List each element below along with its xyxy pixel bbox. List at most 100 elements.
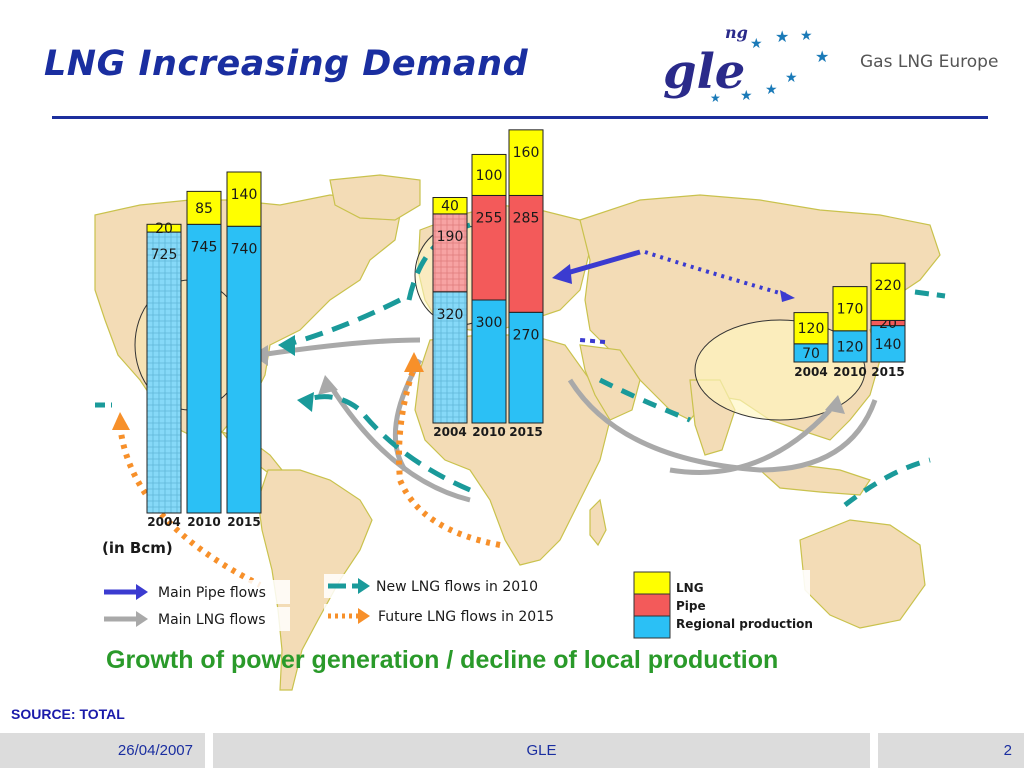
future-lng-flow-west: [117, 424, 262, 588]
future-lng-flow-west-head: [112, 412, 130, 430]
legend-future-lng-arrowhead: [358, 608, 370, 624]
svg-text:★: ★: [775, 27, 789, 46]
europe-bar-label-2010-lng: 100: [476, 168, 503, 184]
source-note: SOURCE: TOTAL: [11, 706, 125, 722]
asia-year-label-2010: 2010: [833, 365, 866, 379]
north-america-bar-2004-regional-production: [146, 231, 182, 514]
europe-bar-2004-lng: [432, 197, 468, 215]
asia-bar-label-2015-regional-production: 140: [875, 337, 902, 353]
asia-bar-label-2004-regional-production: 70: [802, 346, 820, 362]
legend-regional-swatch: [633, 615, 671, 639]
lng-flow-south-loop-head: [318, 375, 338, 395]
madagascar-landmass: [589, 498, 607, 547]
legend-regional-segment-label: Regional production: [676, 617, 813, 631]
legend-pipe-arrowhead: [136, 584, 148, 600]
legend-pipe-segment-label: Pipe: [676, 599, 706, 613]
north-america-year-label-2015: 2015: [227, 515, 260, 529]
europe-bar-2004-regional-production: [432, 291, 468, 424]
asia-bar-label-2015-lng: 220: [875, 278, 902, 294]
europe-bar-2004-pipe: [432, 213, 468, 293]
footer-date: 26/04/2007: [117, 742, 193, 759]
north-america-bar-2015-regional-production: [226, 225, 262, 514]
europe-bar-2010-lng: [471, 153, 507, 196]
europe-bar-label-2010-regional-production: 300: [476, 315, 503, 331]
europe-bar-label-2004-pipe: 190: [437, 229, 464, 245]
svg-text:★: ★: [800, 28, 813, 44]
legend-new-lng-arrowhead: [358, 578, 370, 594]
pipe-flow-asia-arrowhead: [780, 290, 795, 302]
svg-text:★: ★: [750, 36, 763, 52]
footer-date-cell: 26/04/2007: [0, 733, 205, 768]
europe-bar-label-2004-lng: 40: [441, 199, 459, 215]
svg-text:★: ★: [740, 88, 753, 104]
europe-bar-label-2004-regional-production: 320: [437, 307, 464, 323]
south-america-landmass: [257, 469, 373, 691]
slide-title: LNG Increasing Demand: [44, 44, 529, 84]
north-america-bar-label-2010-regional-production: 745: [191, 239, 218, 255]
lng-flow-asia-head: [825, 395, 845, 414]
asia-bar-label-2010-lng: 170: [837, 302, 864, 318]
legend-lng-segment-label: LNG: [676, 581, 704, 595]
segment-legend: LNG Pipe Regional production: [632, 570, 813, 639]
north-america-bar-2010-lng: [186, 190, 222, 225]
footer: 26/04/2007 GLE 2: [0, 733, 1024, 768]
pipe-flow-russia-europe: [559, 249, 641, 278]
greenland-landmass: [329, 174, 421, 221]
asia-bar-label-2004-lng: 120: [798, 321, 825, 337]
legend-lng-arrowhead: [136, 611, 148, 627]
north-america-bar-2015-lng: [226, 171, 262, 227]
asia-bar-2004-lng: [793, 312, 829, 345]
europe-bar-2015-pipe: [508, 194, 544, 313]
pipe-flow-middle-east: [579, 338, 606, 344]
asia-bar-2015-lng: [870, 262, 906, 321]
north-america-bar-label-2004-regional-production: 725: [151, 247, 178, 263]
footer-center: GLE: [526, 742, 557, 759]
asia-bar-label-2010-regional-production: 120: [837, 339, 864, 355]
legend-pipe-label: Main Pipe flows: [158, 585, 266, 601]
legend-pipe-swatch: [633, 593, 671, 617]
lng-flow-south-loop: [327, 383, 471, 503]
footer-page-cell: 2: [878, 733, 1024, 768]
svg-text:★: ★: [765, 82, 778, 98]
title-rule: [52, 116, 988, 119]
flow-legend: Main Pipe flows Main LNG flows New LNG f…: [100, 574, 574, 631]
new-lng-flow-pacific: [843, 457, 931, 507]
north-america-bar-label-2010-lng: 85: [195, 201, 213, 217]
logo-superscript: ng: [725, 23, 748, 42]
north-america-year-label-2010: 2010: [187, 515, 220, 529]
europe-bar-label-2010-pipe: 255: [476, 210, 503, 226]
europe-bar-2010-pipe: [471, 194, 507, 301]
legend-lng-label: Main LNG flows: [158, 612, 266, 628]
svg-text:★: ★: [710, 91, 721, 105]
asia-year-label-2004: 2004: [794, 365, 827, 379]
svg-text:★: ★: [785, 70, 798, 86]
europe-year-label-2004: 2004: [433, 425, 466, 439]
unit-note: (in Bcm): [102, 539, 173, 557]
north-america-bar-label-2015-lng: 140: [231, 187, 258, 203]
logo-stars: ★ ★ ★ ★ ★ ★ ★ ★: [710, 27, 829, 105]
logo-text: Gas LNG Europe: [860, 52, 999, 72]
gle-logo: gle ng ★ ★ ★ ★ ★ ★ ★ ★: [663, 23, 829, 105]
legend-new-lng-label: New LNG flows in 2010: [376, 579, 538, 595]
new-lng-flow-europe-na-head: [278, 335, 295, 356]
europe-bar-2015-lng: [508, 129, 544, 196]
footer-page: 2: [1003, 742, 1012, 759]
asia-bar-2010-regional-production: [832, 330, 868, 363]
asia-bar-2015-regional-production: [870, 325, 906, 363]
future-lng-flow-africa-na: [396, 363, 501, 548]
europe-year-label-2010: 2010: [472, 425, 505, 439]
lng-flow-me-asia: [567, 378, 878, 473]
map-chart: 725 20 2004 745 85 2010 740 140 2015 320 190 40 2004…: [94, 129, 946, 691]
logo-mark: gle: [663, 44, 745, 100]
pipe-flow-arrowhead: [552, 264, 572, 284]
north-america-bar-label-2015-regional-production: 740: [231, 241, 258, 257]
lng-flow-africa-na: [259, 337, 421, 358]
europe-year-label-2015: 2015: [509, 425, 542, 439]
europe-bar-2015-regional-production: [508, 311, 544, 424]
new-lng-flow-europe-na: [284, 297, 402, 348]
legend-lng-swatch: [633, 571, 671, 595]
flow-arrows: [95, 222, 946, 588]
north-america-bar-2010-regional-production: [186, 223, 222, 514]
pipe-flow-dotted-east: [644, 250, 791, 298]
europe-bar-label-2015-pipe: 285: [513, 210, 540, 226]
